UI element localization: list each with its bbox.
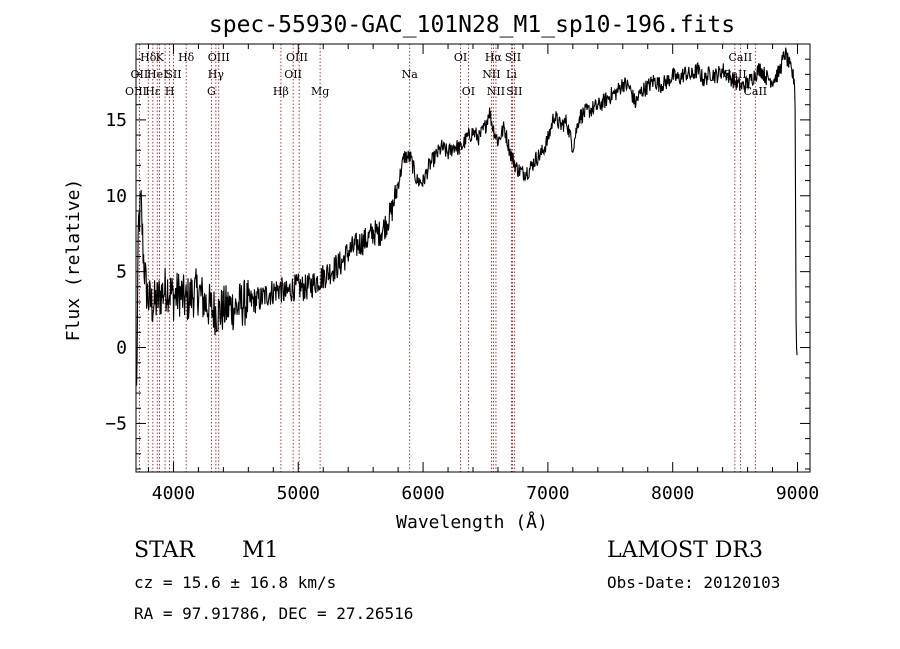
line-label: Hβ: [273, 85, 289, 98]
y-tick-label: −5: [105, 413, 127, 434]
line-label: Hα: [485, 51, 503, 64]
line-label: NII: [482, 68, 500, 81]
line-label: Hδ: [140, 51, 157, 64]
y-axis-label: Flux (relative): [63, 179, 84, 342]
line-label: OIII: [286, 51, 308, 64]
axis-ticks: 4000 5000 6000 7000 8000 9000 −5 0 5 10 15: [105, 44, 819, 504]
line-label: CaII: [729, 51, 753, 64]
observation-date: Obs-Date: 20120103: [607, 573, 781, 592]
chart-title: spec-55930-GAC_101N28_M1_sp10-196.fits: [209, 12, 735, 38]
line-label: G: [207, 85, 216, 98]
y-tick-label: 15: [105, 110, 127, 131]
line-label: OII: [284, 68, 302, 81]
line-label: HeI: [147, 68, 167, 81]
line-label: H: [165, 85, 175, 98]
line-label: SII: [505, 51, 521, 64]
y-tick-label: 10: [105, 186, 127, 207]
line-label: Hδ: [178, 51, 195, 64]
line-label: SII: [165, 68, 181, 81]
line-label: OIII: [208, 51, 230, 64]
redshift-info: cz = 15.6 ± 16.8 km/s: [134, 573, 337, 592]
survey-name: LAMOST DR3: [607, 538, 763, 563]
x-tick-label: 6000: [401, 483, 444, 504]
line-label: Hγ: [208, 68, 225, 81]
line-label: Hε: [145, 85, 161, 98]
plot-frame: [135, 43, 811, 473]
line-label: NII: [487, 85, 505, 98]
x-tick-label: 7000: [526, 483, 569, 504]
x-tick-label: 4000: [152, 483, 195, 504]
line-label: SII: [506, 85, 522, 98]
x-tick-label: 5000: [277, 483, 320, 504]
line-label: CaII: [743, 85, 767, 98]
spectral-line-markers: [138, 44, 756, 472]
line-label: K: [156, 51, 165, 64]
flux-series-line: [136, 47, 798, 386]
line-label: Li: [506, 68, 517, 81]
line-label: OI: [454, 51, 467, 64]
x-tick-label: 9000: [776, 483, 819, 504]
line-label: Mg: [311, 85, 329, 98]
object-class: STAR: [134, 538, 195, 563]
coordinates-info: RA = 97.91786, DEC = 27.26516: [134, 604, 414, 623]
line-label: Na: [402, 68, 419, 81]
line-label: OI: [462, 85, 475, 98]
object-subclass: M1: [242, 538, 279, 563]
y-tick-label: 5: [116, 262, 127, 283]
x-tick-label: 8000: [651, 483, 694, 504]
y-tick-label: 0: [116, 338, 127, 359]
x-axis-label: Wavelength (Å): [396, 511, 548, 533]
